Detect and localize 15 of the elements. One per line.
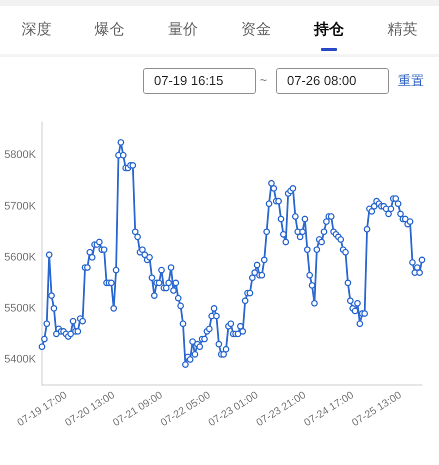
date-field: 07-26 08:00	[276, 68, 389, 94]
text: 资金	[241, 21, 272, 38]
text: ~	[260, 73, 268, 87]
text: 深度	[22, 21, 52, 38]
y-tick-label: 5700K	[4, 200, 37, 212]
y-tick-label: 5500K	[4, 302, 37, 314]
text: 重置	[398, 72, 424, 90]
y-tick-label: 5600K	[4, 251, 37, 264]
text: 持仓	[314, 21, 344, 38]
text: 量价	[168, 21, 198, 38]
text: 爆仓	[94, 21, 125, 38]
y-tick-label: 5800K	[4, 149, 37, 162]
text: 精英	[387, 21, 418, 38]
y-tick-label: 5400K	[4, 353, 37, 366]
date-field: 07-19 16:15	[143, 68, 256, 94]
